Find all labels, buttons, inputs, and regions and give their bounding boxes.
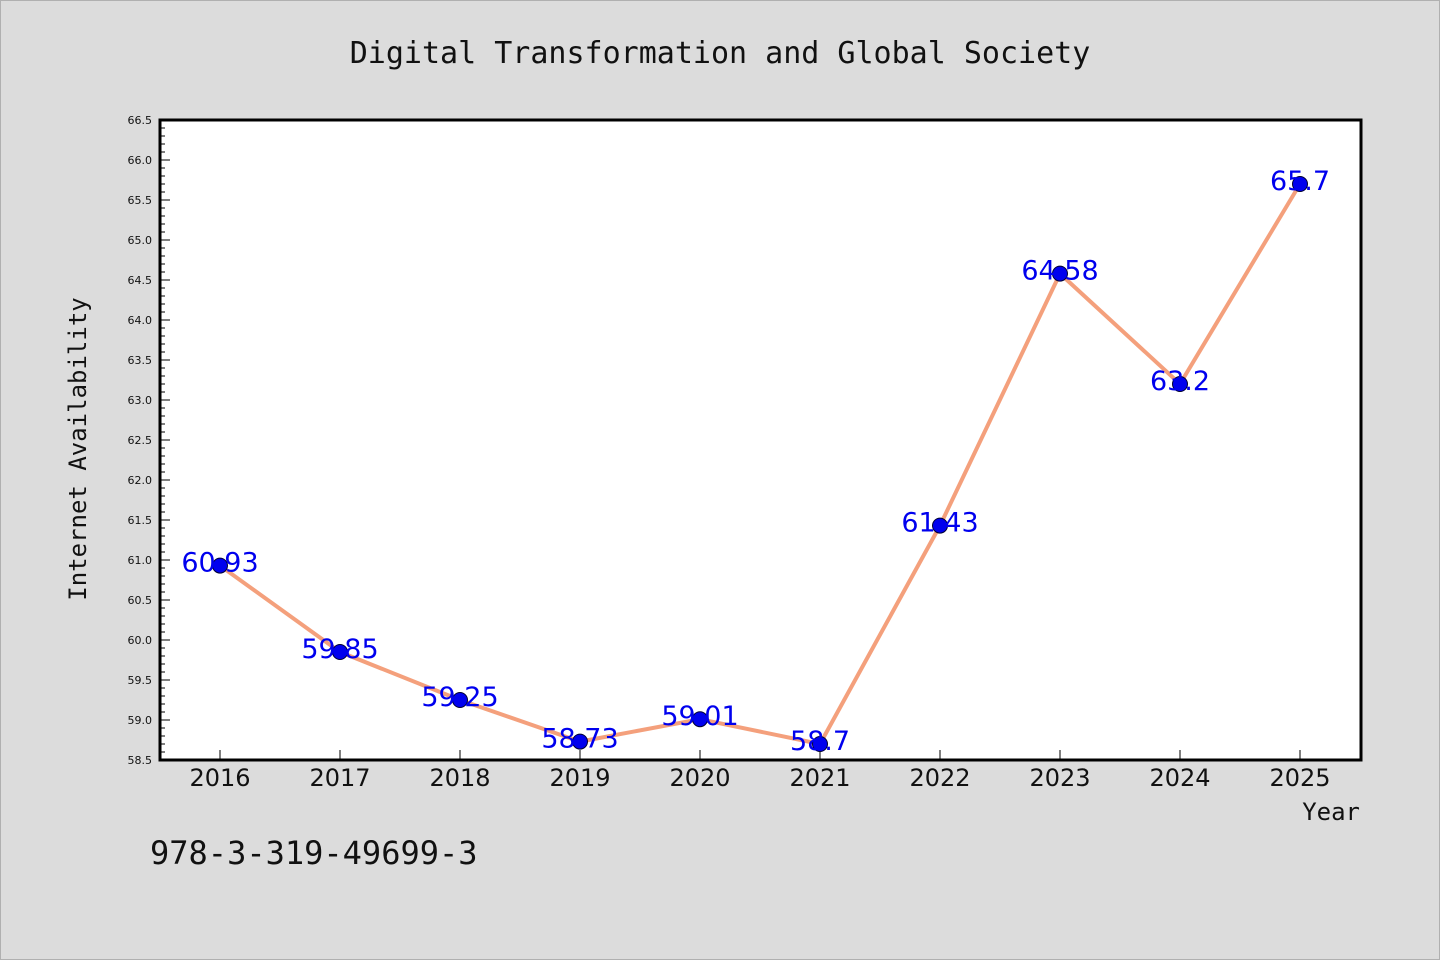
x-tick-label: 2016 xyxy=(189,764,250,792)
y-tick-label: 66.5 xyxy=(128,114,153,127)
chart-title: Digital Transformation and Global Societ… xyxy=(350,36,1091,71)
y-axis-label: Internet Availability xyxy=(64,297,92,600)
x-tick-label: 2022 xyxy=(909,764,970,792)
y-tick-label: 64.0 xyxy=(128,314,153,327)
data-label: 58.7 xyxy=(790,726,850,757)
data-point xyxy=(932,517,948,534)
data-point xyxy=(812,736,828,752)
data-label: 59.01 xyxy=(661,701,738,732)
y-tick-label: 64.5 xyxy=(128,274,153,287)
data-point xyxy=(212,557,228,574)
data-label: 65.7 xyxy=(1270,166,1330,197)
x-tick-label: 2024 xyxy=(1149,764,1210,792)
x-tick-label: 2020 xyxy=(669,764,730,792)
y-tick-label: 61.5 xyxy=(128,514,153,527)
y-tick-label: 65.0 xyxy=(128,234,153,247)
series-line xyxy=(218,182,1302,746)
y-tick-label: 62.5 xyxy=(128,434,153,447)
x-tick-label: 2017 xyxy=(309,764,370,792)
x-tick-label: 2018 xyxy=(429,764,490,792)
data-point xyxy=(1172,376,1188,392)
x-tick-label: 2021 xyxy=(789,764,850,792)
x-tick-label: 2019 xyxy=(549,764,610,792)
y-tick-label: 60.0 xyxy=(128,634,153,647)
data-label: 60.93 xyxy=(181,548,258,579)
y-tick-label: 63.0 xyxy=(128,394,153,407)
y-axis-ticks: 58.5 59.0 59.5 60.0 60.5 61.0 61.5 62.0 62.5 63.0… xyxy=(128,114,170,767)
plot-area xyxy=(158,118,1363,762)
data-label: 58.73 xyxy=(541,724,618,755)
y-tick-label: 65.5 xyxy=(128,194,153,207)
data-point xyxy=(332,644,348,660)
y-tick-label: 60.5 xyxy=(128,594,153,607)
y-tick-label: 63.5 xyxy=(128,354,153,367)
data-point xyxy=(692,711,708,728)
y-tick-label: 59.5 xyxy=(128,674,153,687)
y-tick-label: 58.5 xyxy=(128,754,153,767)
data-label: 59.85 xyxy=(301,634,378,665)
y-tick-label: 59.0 xyxy=(128,714,153,727)
data-point xyxy=(452,692,468,708)
x-tick-label: 2025 xyxy=(1269,764,1330,792)
isbn-text: 978-3-319-49699-3 xyxy=(150,834,478,872)
data-label: 63.2 xyxy=(1150,366,1210,397)
x-tick-label: 2023 xyxy=(1029,764,1090,792)
y-tick-label: 62.0 xyxy=(128,474,153,487)
x-axis-label: Year xyxy=(1302,798,1360,826)
x-axis-ticks: 2016 2017 2018 2019 2020 2021 2022 2023 2024 2025 xyxy=(189,750,1331,792)
data-point xyxy=(572,733,588,750)
data-point xyxy=(1052,265,1068,282)
y-tick-label: 66.0 xyxy=(128,154,153,167)
data-label: 64.58 xyxy=(1021,256,1098,287)
data-label: 61.43 xyxy=(901,508,978,539)
data-label: 59.25 xyxy=(421,682,498,713)
data-point xyxy=(1292,176,1308,192)
series-layer: 60.93 59.85 59.25 58.73 59.01 58.7 61.43 64.58 6… xyxy=(181,166,1330,757)
y-tick-label: 61.0 xyxy=(128,554,153,567)
